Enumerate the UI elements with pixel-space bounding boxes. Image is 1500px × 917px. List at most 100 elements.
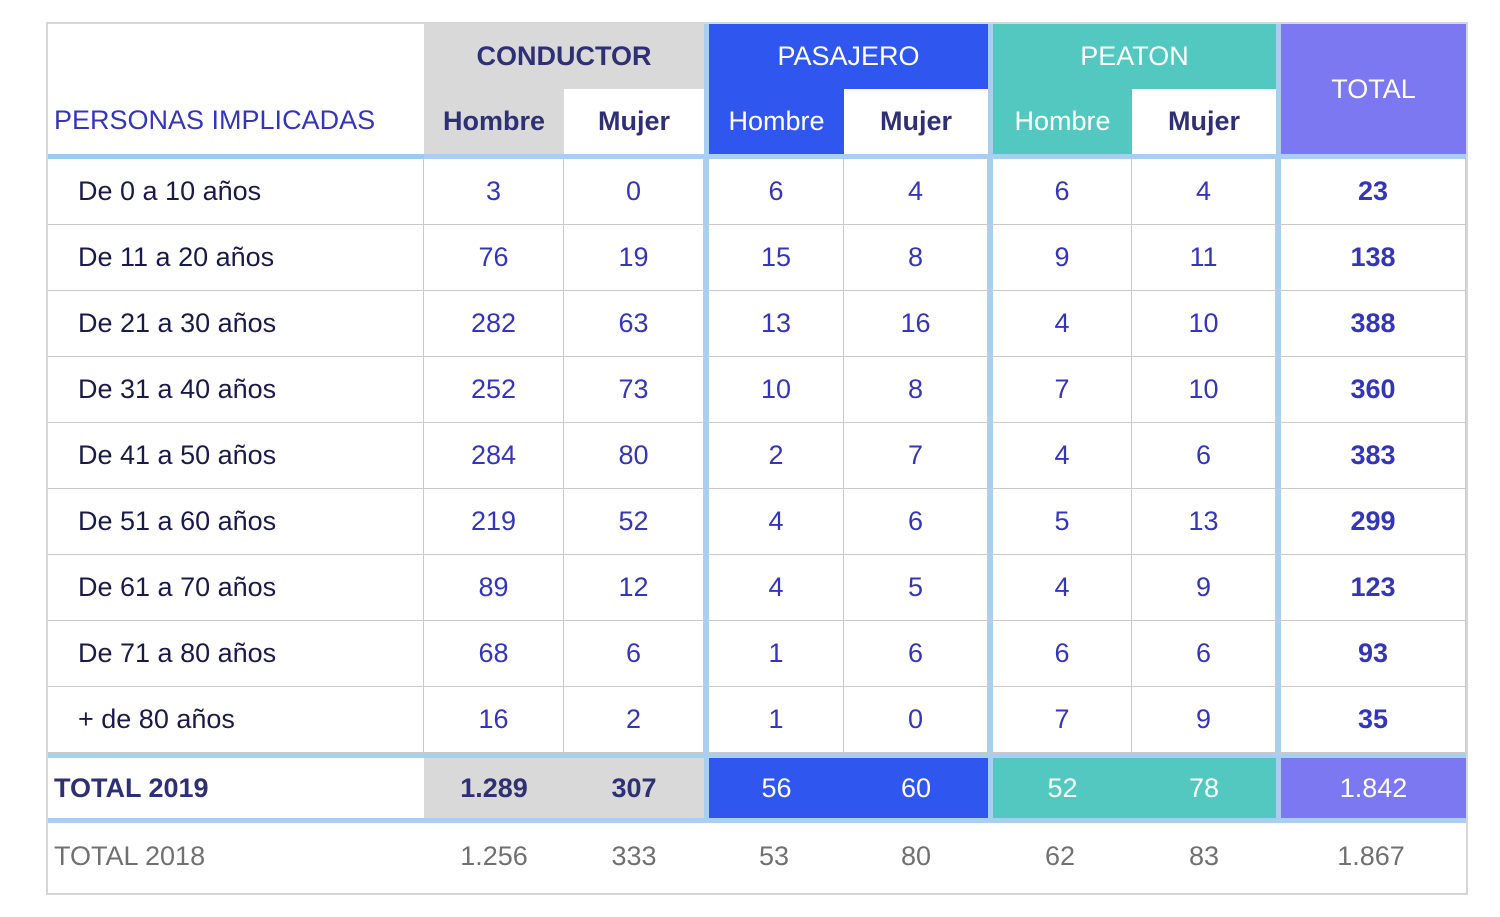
table-cell: 12: [564, 555, 704, 621]
table-cell: 5: [988, 489, 1132, 555]
total-2018-label: TOTAL 2018: [54, 840, 206, 871]
table-cell: 123: [1276, 555, 1466, 621]
table-cell: 23: [1276, 159, 1466, 225]
table-cell: 16: [844, 291, 988, 357]
table-cell: 68: [424, 621, 564, 687]
table-cell: 13: [1132, 489, 1276, 555]
total-2019-cell: 56: [704, 753, 844, 823]
group-conductor-header: CONDUCTOR: [424, 24, 704, 89]
table-cell: 13: [704, 291, 844, 357]
table-cell: 284: [424, 423, 564, 489]
table-cell: 6: [1132, 621, 1276, 687]
table-cell: 10: [1132, 357, 1276, 423]
table-cell: 4: [704, 555, 844, 621]
table-cell: 6: [988, 621, 1132, 687]
sub-pasajero-mujer: Mujer: [844, 89, 988, 159]
row-label: De 11 a 20 años: [48, 225, 424, 291]
table-cell: 9: [1132, 687, 1276, 753]
table-cell: 219: [424, 489, 564, 555]
table-cell: 89: [424, 555, 564, 621]
table-cell: 93: [1276, 621, 1466, 687]
row-label: De 0 a 10 años: [48, 159, 424, 225]
table-cell: 9: [1132, 555, 1276, 621]
row-label: De 51 a 60 años: [48, 489, 424, 555]
table-cell: 16: [424, 687, 564, 753]
table-cell: 10: [704, 357, 844, 423]
row-label: De 61 a 70 años: [48, 555, 424, 621]
table-cell: 383: [1276, 423, 1466, 489]
total-2018-cell: 333: [611, 840, 657, 871]
table-cell: 7: [988, 357, 1132, 423]
total-2019-cell: 1.289: [424, 753, 564, 823]
table-cell: 52: [564, 489, 704, 555]
table-cell: 35: [1276, 687, 1466, 753]
group-pasajero-header: PASAJERO: [704, 24, 988, 89]
table-cell: 6: [988, 159, 1132, 225]
table-cell: 0: [844, 687, 988, 753]
table-cell: 19: [564, 225, 704, 291]
table-cell: 8: [844, 225, 988, 291]
table-cell: 8: [844, 357, 988, 423]
table-cell: 15: [704, 225, 844, 291]
table-cell: 6: [844, 489, 988, 555]
total-2019-cell: 1.842: [1276, 753, 1466, 823]
table-cell: 9: [988, 225, 1132, 291]
table-cell: 3: [424, 159, 564, 225]
sub-conductor-hombre: Hombre: [424, 89, 564, 159]
sub-pasajero-hombre: Hombre: [704, 89, 844, 159]
table-cell: 388: [1276, 291, 1466, 357]
table-cell: 63: [564, 291, 704, 357]
row-label: De 71 a 80 años: [48, 621, 424, 687]
total-2018-cell: 1.867: [1337, 840, 1405, 871]
table-cell: 4: [844, 159, 988, 225]
table-cell: 360: [1276, 357, 1466, 423]
sub-peaton-mujer: Mujer: [1132, 89, 1276, 159]
table-cell: 6: [1132, 423, 1276, 489]
total-2019-cell: 60: [844, 753, 988, 823]
total-2018-cell: 1.256: [460, 840, 528, 871]
table-cell: 6: [564, 621, 704, 687]
table-cell: 2: [704, 423, 844, 489]
total-2019-cell: 78: [1132, 753, 1276, 823]
total-2018-cell: 80: [900, 840, 932, 871]
total-header: TOTAL: [1276, 24, 1466, 159]
table-cell: 73: [564, 357, 704, 423]
row-label: De 31 a 40 años: [48, 357, 424, 423]
table-grid: PERSONAS IMPLICADAS CONDUCTOR PASAJERO P…: [48, 24, 1466, 893]
table-cell: 5: [844, 555, 988, 621]
table-cell: 10: [1132, 291, 1276, 357]
row-label: De 41 a 50 años: [48, 423, 424, 489]
table-cell: 6: [844, 621, 988, 687]
table-cell: 4: [988, 555, 1132, 621]
table-cell: 1: [704, 621, 844, 687]
total-2018-cell: 83: [1188, 840, 1220, 871]
table-cell: 2: [564, 687, 704, 753]
table-cell: 76: [424, 225, 564, 291]
total-2019-cell: 52: [988, 753, 1132, 823]
total-2019-label: TOTAL 2019: [48, 753, 424, 823]
table-cell: 1: [704, 687, 844, 753]
row-label: + de 80 años: [48, 687, 424, 753]
sub-conductor-mujer: Mujer: [564, 89, 704, 159]
table-cell: 4: [704, 489, 844, 555]
total-2018-cell: 62: [1044, 840, 1076, 871]
table-cell: 7: [988, 687, 1132, 753]
row-label: De 21 a 30 años: [48, 291, 424, 357]
table-cell: 299: [1276, 489, 1466, 555]
table-cell: 4: [988, 291, 1132, 357]
table-cell: 0: [564, 159, 704, 225]
total-2018-cell: 53: [758, 840, 790, 871]
table-cell: 11: [1132, 225, 1276, 291]
stats-table: PERSONAS IMPLICADAS CONDUCTOR PASAJERO P…: [46, 22, 1468, 895]
total-2019-cell: 307: [564, 753, 704, 823]
table-cell: 282: [424, 291, 564, 357]
table-cell: 7: [844, 423, 988, 489]
table-cell: 4: [988, 423, 1132, 489]
table-cell: 138: [1276, 225, 1466, 291]
sub-peaton-hombre: Hombre: [988, 89, 1132, 159]
group-peaton-header: PEATON: [988, 24, 1276, 89]
table-cell: 4: [1132, 159, 1276, 225]
table-cell: 6: [704, 159, 844, 225]
table-cell: 252: [424, 357, 564, 423]
table-cell: 80: [564, 423, 704, 489]
